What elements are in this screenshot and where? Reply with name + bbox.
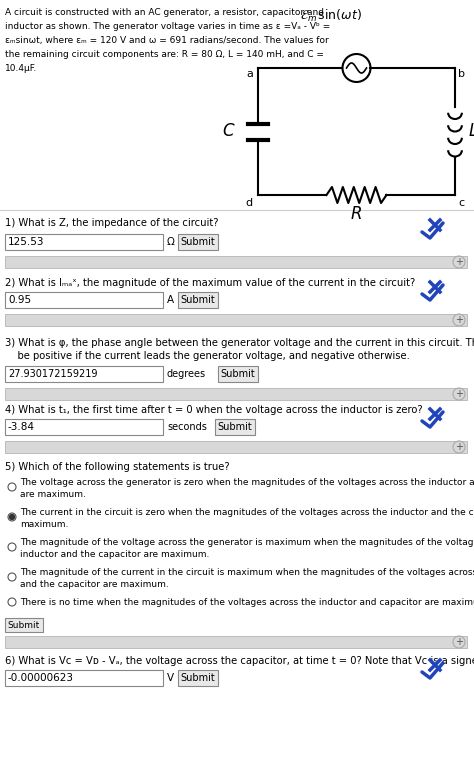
Text: 6) What is Vᴄ = Vᴅ - Vₐ, the voltage across the capacitor, at time t = 0? Note t: 6) What is Vᴄ = Vᴅ - Vₐ, the voltage acr… xyxy=(5,656,474,666)
FancyBboxPatch shape xyxy=(5,292,163,308)
Text: and the capacitor are maximum.: and the capacitor are maximum. xyxy=(20,580,169,589)
Text: V: V xyxy=(167,673,174,683)
Text: Submit: Submit xyxy=(181,295,215,305)
Text: 125.53: 125.53 xyxy=(8,237,45,247)
FancyBboxPatch shape xyxy=(218,366,258,382)
FancyBboxPatch shape xyxy=(178,234,218,250)
Text: b: b xyxy=(458,69,465,79)
Text: The voltage across the generator is zero when the magnitudes of the voltages acr: The voltage across the generator is zero… xyxy=(20,478,474,487)
Text: 27.930172159219: 27.930172159219 xyxy=(8,369,98,379)
Text: 4) What is t₁, the first time after t = 0 when the voltage across the inductor i: 4) What is t₁, the first time after t = … xyxy=(5,405,423,415)
FancyBboxPatch shape xyxy=(5,366,163,382)
FancyBboxPatch shape xyxy=(5,419,163,435)
Text: $\mathcal{E}_m\,\sin(\omega t)$: $\mathcal{E}_m\,\sin(\omega t)$ xyxy=(300,8,362,24)
Text: are maximum.: are maximum. xyxy=(20,490,86,499)
Text: +: + xyxy=(455,315,463,325)
Text: 3) What is φ, the phase angle between the generator voltage and the current in t: 3) What is φ, the phase angle between th… xyxy=(5,338,474,348)
Text: seconds: seconds xyxy=(167,422,207,432)
Text: There is no time when the magnitudes of the voltages across the inductor and cap: There is no time when the magnitudes of … xyxy=(20,598,474,607)
FancyBboxPatch shape xyxy=(215,419,255,435)
Text: +: + xyxy=(455,637,463,647)
Text: Submit: Submit xyxy=(218,422,252,432)
FancyBboxPatch shape xyxy=(178,670,218,686)
FancyBboxPatch shape xyxy=(5,670,163,686)
Text: 2) What is Iₘₐˣ, the magnitude of the maximum value of the current in the circui: 2) What is Iₘₐˣ, the magnitude of the ma… xyxy=(5,278,415,288)
FancyBboxPatch shape xyxy=(5,441,467,453)
Text: The magnitude of the current in the circuit is maximum when the magnitudes of th: The magnitude of the current in the circ… xyxy=(20,568,474,577)
Text: be positive if the current leads the generator voltage, and negative otherwise.: be positive if the current leads the gen… xyxy=(5,351,410,361)
Text: 1) What is Z, the impedance of the circuit?: 1) What is Z, the impedance of the circu… xyxy=(5,218,219,228)
Text: maximum.: maximum. xyxy=(20,520,68,529)
Text: degrees: degrees xyxy=(167,369,206,379)
Text: Submit: Submit xyxy=(181,237,215,247)
FancyBboxPatch shape xyxy=(5,314,467,326)
Text: A: A xyxy=(167,295,174,305)
Text: d: d xyxy=(246,198,253,208)
Circle shape xyxy=(9,514,15,519)
Text: +: + xyxy=(455,257,463,267)
Text: -0.00000623: -0.00000623 xyxy=(8,673,74,683)
Text: Submit: Submit xyxy=(181,673,215,683)
Text: +: + xyxy=(455,442,463,452)
Text: Ω: Ω xyxy=(167,237,175,247)
FancyBboxPatch shape xyxy=(5,256,467,268)
Text: the remaining circuit components are: R = 80 Ω, L = 140 mH, and C =: the remaining circuit components are: R … xyxy=(5,50,324,59)
Text: -3.84: -3.84 xyxy=(8,422,35,432)
Text: a: a xyxy=(246,69,253,79)
Text: inductor as shown. The generator voltage varies in time as ε =Vₐ - Vᵇ =: inductor as shown. The generator voltage… xyxy=(5,22,330,31)
FancyBboxPatch shape xyxy=(178,292,218,308)
Text: 5) Which of the following statements is true?: 5) Which of the following statements is … xyxy=(5,462,229,472)
FancyBboxPatch shape xyxy=(5,618,43,632)
FancyBboxPatch shape xyxy=(5,234,163,250)
FancyBboxPatch shape xyxy=(5,388,467,400)
Text: c: c xyxy=(458,198,464,208)
Text: L: L xyxy=(469,123,474,140)
Text: A circuit is constructed with an AC generator, a resistor, capacitor and: A circuit is constructed with an AC gene… xyxy=(5,8,324,17)
Text: R: R xyxy=(351,205,362,223)
Text: Submit: Submit xyxy=(220,369,255,379)
Text: The magnitude of the voltage across the generator is maximum when the magnitudes: The magnitude of the voltage across the … xyxy=(20,538,474,547)
Text: inductor and the capacitor are maximum.: inductor and the capacitor are maximum. xyxy=(20,550,210,559)
Text: C: C xyxy=(222,123,234,140)
Text: Submit: Submit xyxy=(8,621,40,629)
Text: +: + xyxy=(455,389,463,399)
Text: The current in the circuit is zero when the magnitudes of the voltages across th: The current in the circuit is zero when … xyxy=(20,508,474,517)
FancyBboxPatch shape xyxy=(5,636,467,648)
Text: εₘsinωt, where εₘ = 120 V and ω = 691 radians/second. The values for: εₘsinωt, where εₘ = 120 V and ω = 691 ra… xyxy=(5,36,329,45)
Text: 0.95: 0.95 xyxy=(8,295,31,305)
Text: 10.4μF.: 10.4μF. xyxy=(5,64,37,73)
